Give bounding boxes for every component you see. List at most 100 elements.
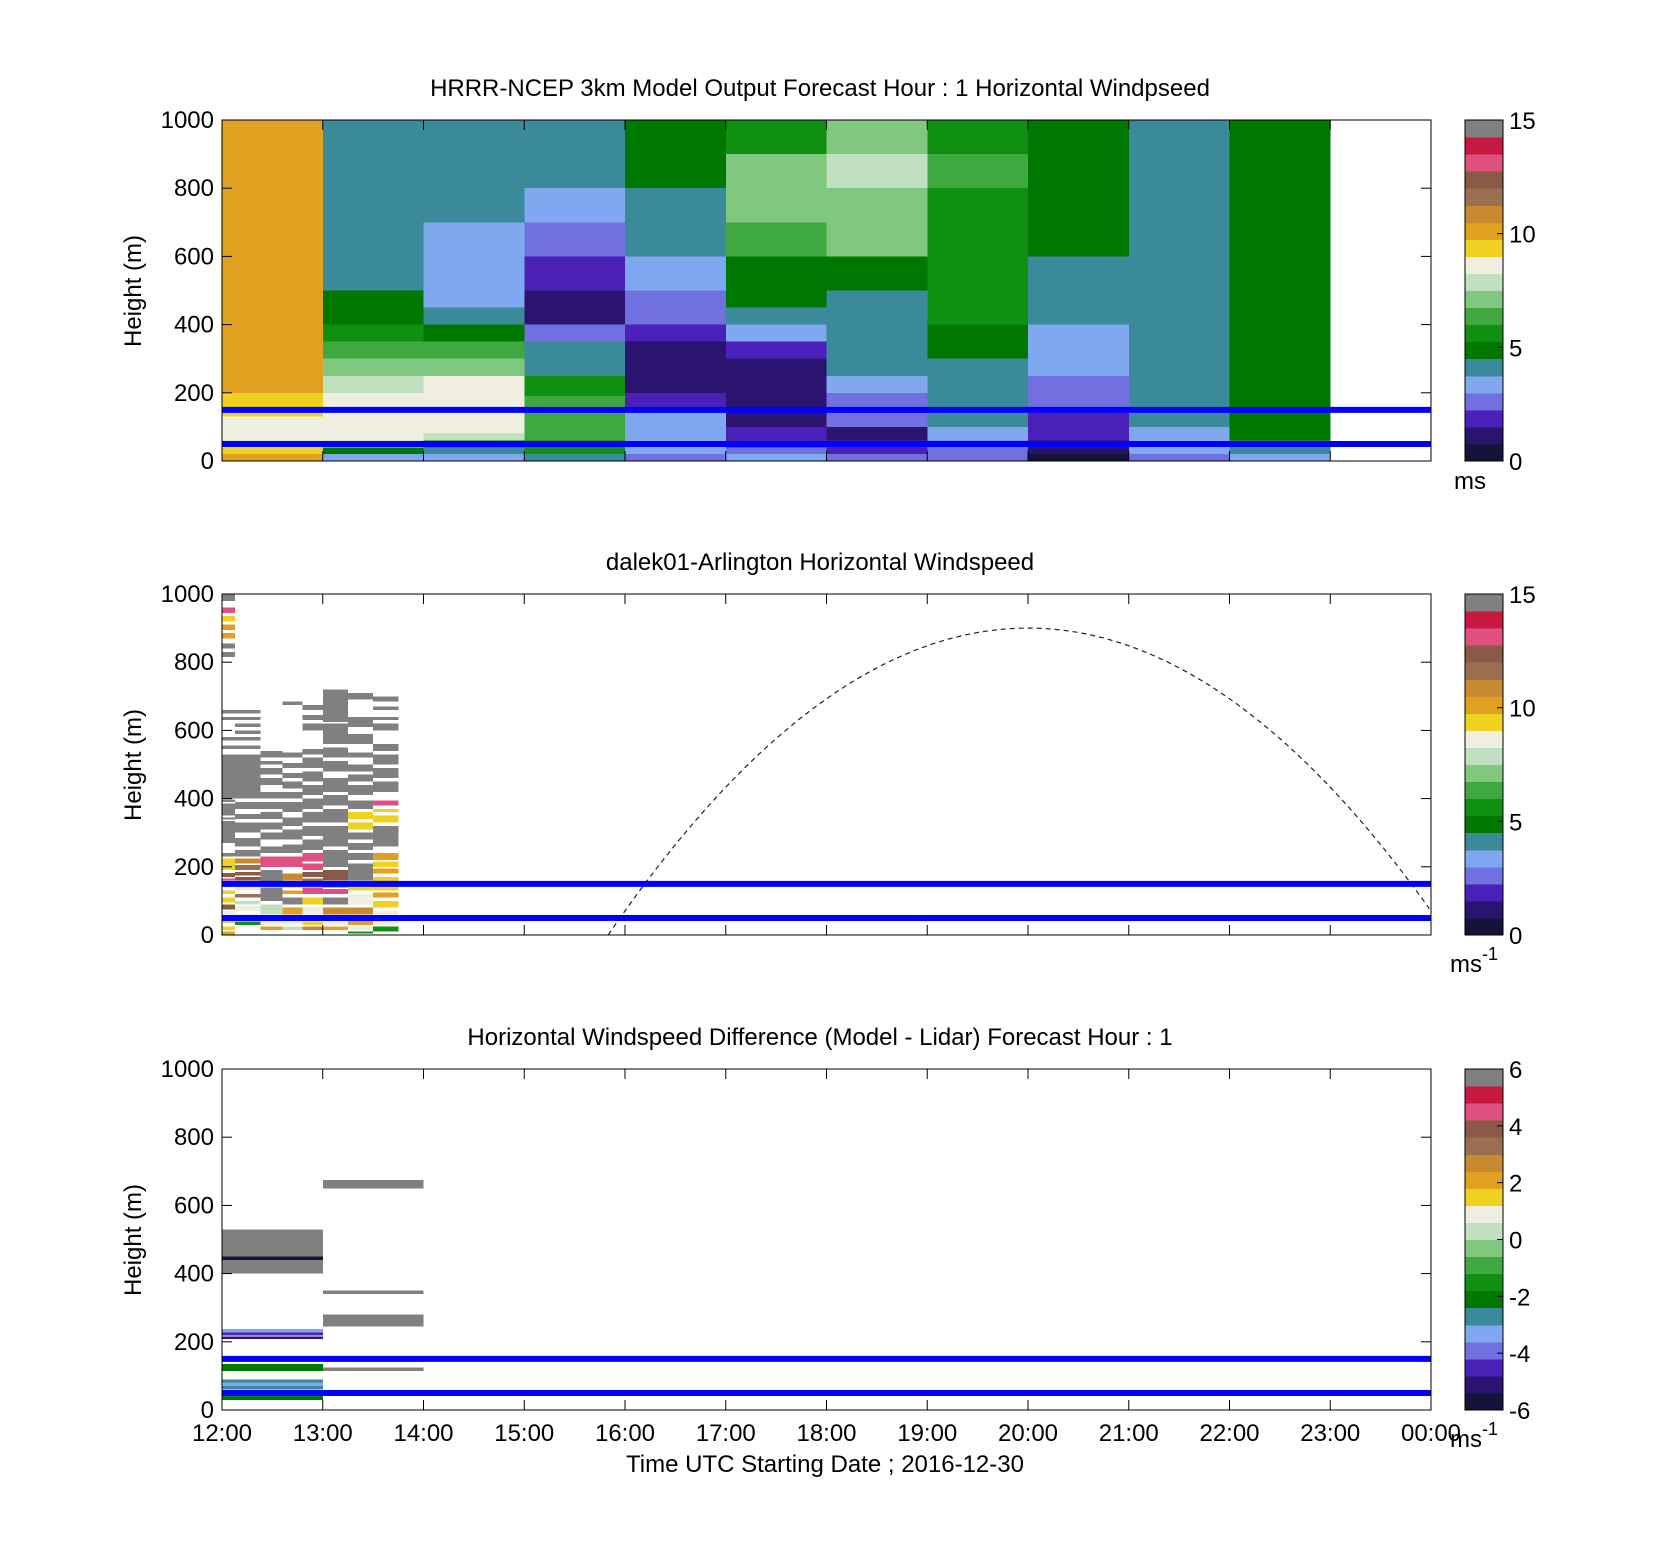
lidar-cell (282, 907, 303, 915)
lidar-cell (347, 883, 374, 891)
model-cell (625, 307, 726, 325)
lidar-cell (347, 774, 374, 782)
model-cell (322, 222, 424, 257)
model-cell (322, 256, 424, 291)
colorbar-swatch (1465, 137, 1503, 155)
panel-model-ylabel: Height (m) (120, 235, 147, 347)
lidar-cell (282, 856, 303, 867)
lidar-cell (222, 594, 236, 601)
model-cell (1128, 454, 1230, 461)
model-cell (1128, 409, 1230, 427)
lidar-cell (302, 784, 323, 796)
model-cell (1128, 392, 1230, 410)
colorbar-tick-label: 5 (1509, 809, 1522, 836)
model-cell (725, 454, 827, 461)
model-cell (1128, 324, 1230, 359)
model-cell (524, 358, 625, 376)
model-cell (625, 290, 726, 308)
lidar-cell (302, 887, 323, 895)
lidar-cell (260, 926, 283, 930)
model-cell (826, 358, 928, 376)
lidar-cell (222, 904, 236, 910)
colorbar-swatch (1465, 256, 1503, 274)
colorbar-swatch (1465, 443, 1503, 462)
model-cell (826, 426, 928, 441)
difference-cell (222, 1367, 323, 1371)
model-cell (725, 222, 827, 257)
lidar-cell (302, 921, 323, 925)
panel-difference-title: Horizontal Windspeed Difference (Model -… (467, 1024, 1172, 1051)
y-tick-label: 400 (174, 1261, 214, 1288)
lidar-cell (302, 907, 323, 915)
lidar-cell (322, 907, 348, 915)
colorbar-tick-label: 15 (1509, 108, 1536, 135)
model-cell (222, 447, 323, 455)
colorbar-frame (1464, 119, 1504, 462)
x-tick-label: 20:00 (998, 1420, 1058, 1447)
lidar-cell (235, 737, 261, 741)
lidar-cell (282, 844, 303, 854)
lidar-cell (235, 858, 261, 864)
lidar-cell (347, 812, 374, 820)
colorbar-swatch (1465, 628, 1503, 646)
lidar-cell (322, 747, 348, 758)
lidar-cell (235, 745, 261, 750)
lidar-cell (347, 919, 374, 925)
lidar-cell (347, 832, 374, 840)
lidar-cell (235, 709, 261, 714)
lidar-cell (373, 800, 399, 806)
x-tick-label: 00:00 (1401, 1420, 1461, 1447)
lidar-cell (235, 849, 261, 857)
colorbar-swatch (1465, 1086, 1503, 1104)
lidar-cell (282, 791, 303, 799)
model-cell (625, 222, 726, 257)
lidar-cell (222, 919, 236, 924)
sun-elevation-curve (607, 627, 1430, 936)
model-cell (1229, 120, 1331, 359)
lidar-cell (347, 800, 374, 809)
model-cell (725, 409, 827, 427)
y-tick-label: 800 (174, 175, 214, 202)
model-cell (625, 420, 726, 441)
panel-lidar: dalek01-Arlington Horizontal Windspeed 0… (120, 549, 1536, 978)
model-cell (524, 222, 625, 257)
lidar-cell (282, 781, 303, 789)
lidar-cell (235, 757, 261, 799)
model-cell (322, 120, 424, 223)
lidar-cell (222, 872, 236, 878)
lidar-cell (373, 919, 399, 925)
lidar-cell (222, 624, 236, 630)
colorbar-swatch (1465, 1392, 1503, 1411)
model-cell (826, 222, 928, 257)
colorbar-swatch (1465, 307, 1503, 326)
panel-difference-ylabel: Height (m) (120, 1184, 147, 1296)
lidar-cell (222, 817, 236, 820)
difference-cell (222, 1332, 323, 1336)
lidar-cell (322, 778, 348, 792)
svg-text:ms-1: ms-1 (1450, 944, 1498, 978)
difference-cell (322, 1290, 424, 1295)
model-cell (1128, 375, 1230, 393)
lidar-cell (222, 754, 236, 758)
lidar-cell (235, 754, 261, 758)
colorbar-swatch (1465, 324, 1503, 343)
colorbar-swatch (1465, 1120, 1503, 1138)
model-cell (322, 454, 424, 461)
lidar-cell (222, 757, 236, 799)
model-cell (625, 454, 726, 461)
lidar-cell (260, 812, 283, 820)
model-cell (524, 409, 625, 421)
colorbar-swatch (1465, 426, 1503, 445)
y-tick-label: 600 (174, 1192, 214, 1219)
model-cell (1028, 256, 1129, 274)
lidar-cell (347, 894, 374, 905)
lidar-cell (322, 825, 348, 847)
panel-lidar-cb-unit-sup: -1 (1482, 944, 1498, 964)
model-cell (725, 447, 827, 455)
colorbar-swatch (1465, 1103, 1503, 1121)
model-cell (1028, 341, 1129, 359)
model-cell (927, 392, 1028, 410)
lidar-cell (373, 754, 399, 765)
model-cell (826, 409, 928, 427)
colorbar-swatch (1465, 645, 1503, 663)
